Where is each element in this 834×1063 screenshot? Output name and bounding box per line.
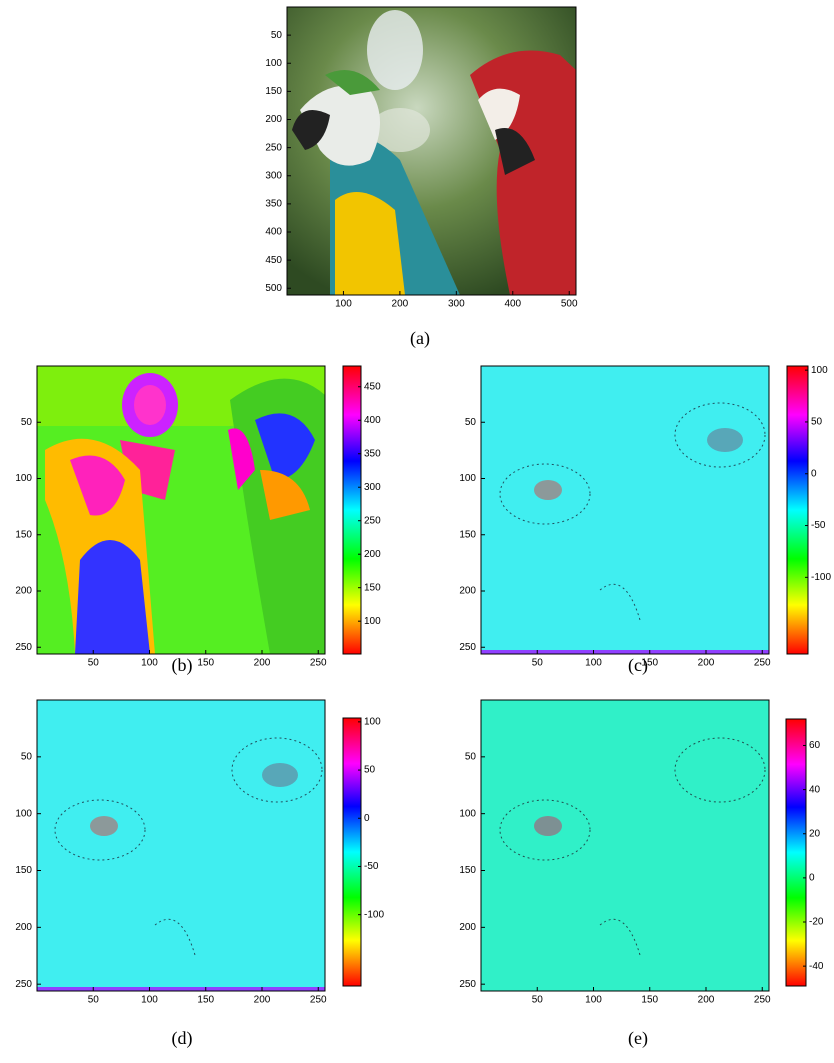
colorbar-tick-label: 60 [809,740,821,751]
x-tick-label: 100 [335,299,352,310]
colorbar-tick-label: -40 [809,961,824,972]
y-tick-label: 300 [265,170,282,181]
y-tick-label: 200 [265,114,282,125]
caption: (e) [628,1028,648,1049]
colorbar-tick-label: 350 [364,448,381,459]
x-tick-label: 150 [197,995,214,1006]
y-tick-label: 250 [459,642,476,653]
y-tick-label: 100 [459,808,476,819]
axes-frame [36,365,326,655]
x-tick-label: 50 [532,995,544,1006]
x-tick-label: 100 [585,995,602,1006]
colorbar-tick-label: 0 [809,873,815,884]
colorbar-tick-label: 200 [364,549,381,560]
y-tick-label: 100 [459,473,476,484]
x-tick-label: 300 [448,299,465,310]
caption: (a) [410,328,430,349]
colorbar-tick-label: 40 [809,784,821,795]
y-tick-label: 150 [459,529,476,540]
x-tick-label: 100 [141,658,158,669]
colorbar-tick-label: 50 [364,765,376,776]
y-tick-label: 50 [21,417,33,428]
y-tick-label: 150 [15,865,32,876]
y-tick-label: 200 [15,586,32,597]
colorbar-tick-label: 100 [811,365,828,376]
y-tick-label: 50 [21,751,33,762]
x-tick-label: 50 [88,995,100,1006]
y-tick-label: 100 [265,58,282,69]
colorbar-tick-label: 400 [364,415,381,426]
colorbar [342,365,362,655]
y-tick-label: 100 [15,473,32,484]
y-tick-label: 200 [459,922,476,933]
colorbar-tick-label: -100 [811,572,831,583]
y-tick-label: 450 [265,255,282,266]
heatmap [37,700,325,991]
axes-frame [480,365,770,655]
colorbar-tick-label: -20 [809,917,824,928]
colorbar-tick-label: 250 [364,515,381,526]
y-tick-label: 100 [15,808,32,819]
caption: (c) [628,655,648,676]
heatmap [37,366,325,654]
x-tick-label: 400 [504,299,521,310]
y-tick-label: 500 [265,283,282,294]
y-tick-label: 250 [265,142,282,153]
colorbar-tick-label: 100 [364,616,381,627]
colorbar-tick-label: 150 [364,582,381,593]
y-tick-label: 50 [271,30,283,41]
colorbar [342,717,362,987]
photo [287,7,576,295]
colorbar-tick-label: 450 [364,381,381,392]
x-tick-label: 200 [698,658,715,669]
colorbar-tick-label: -50 [811,520,826,531]
x-tick-label: 50 [532,658,544,669]
colorbar-tick-label: -50 [364,861,379,872]
x-tick-label: 200 [254,995,271,1006]
axes-frame [286,6,577,296]
x-tick-label: 250 [310,658,327,669]
heatmap [481,700,769,991]
x-tick-label: 150 [641,658,658,669]
y-tick-label: 400 [265,227,282,238]
axes-frame [36,699,326,992]
x-tick-label: 500 [561,299,578,310]
y-tick-label: 150 [265,86,282,97]
x-tick-label: 100 [141,995,158,1006]
x-tick-label: 100 [585,658,602,669]
y-tick-label: 350 [265,199,282,210]
x-tick-label: 200 [698,995,715,1006]
y-tick-label: 200 [15,922,32,933]
colorbar-tick-label: 0 [364,813,370,824]
colorbar [786,365,809,655]
colorbar-tick-label: 100 [364,716,381,727]
y-tick-label: 200 [459,586,476,597]
x-tick-label: 150 [641,995,658,1006]
y-tick-label: 250 [459,979,476,990]
y-tick-label: 50 [465,417,477,428]
x-tick-label: 50 [88,658,100,669]
y-tick-label: 150 [15,529,32,540]
caption: (d) [172,1028,193,1049]
axes-frame [480,699,770,992]
colorbar-tick-label: -100 [364,909,384,920]
colorbar-tick-label: 20 [809,828,821,839]
colorbar [785,718,807,987]
caption: (b) [172,655,193,676]
x-tick-label: 250 [310,995,327,1006]
colorbar-tick-label: 300 [364,482,381,493]
heatmap [481,366,769,654]
y-tick-label: 250 [15,979,32,990]
x-tick-label: 250 [754,658,771,669]
y-tick-label: 150 [459,865,476,876]
x-tick-label: 200 [254,658,271,669]
colorbar-tick-label: 0 [811,468,817,479]
x-tick-label: 200 [392,299,409,310]
colorbar-tick-label: 50 [811,417,823,428]
y-tick-label: 50 [465,751,477,762]
y-tick-label: 250 [15,642,32,653]
x-tick-label: 250 [754,995,771,1006]
x-tick-label: 150 [197,658,214,669]
